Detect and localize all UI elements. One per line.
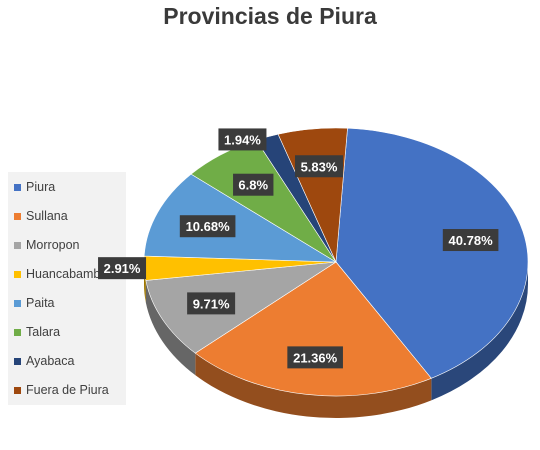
legend-item-sullana: Sullana xyxy=(14,209,68,223)
legend-item-huancabamba: Huancabamba xyxy=(14,267,107,281)
legend-label-morropon: Morropon xyxy=(26,238,80,252)
data-label-text: 5.83% xyxy=(301,159,338,174)
legend-item-morropon: Morropon xyxy=(14,238,80,252)
data-label-text: 9.71% xyxy=(193,296,230,311)
data-label-huancabamba: 2.91% xyxy=(98,257,147,280)
legend-item-paita: Paita xyxy=(14,296,55,310)
legend-item-piura: Piura xyxy=(14,180,55,194)
legend-item-ayabaca: Ayabaca xyxy=(14,354,74,368)
pie-slices xyxy=(143,127,529,397)
data-label-text: 6.8% xyxy=(238,178,268,193)
chart-legend: Piura Sullana Morropon Huancabamba Paita… xyxy=(8,172,126,405)
data-label-paita: 10.68% xyxy=(179,215,236,238)
data-label-text: 21.36% xyxy=(293,350,338,365)
legend-label-piura: Piura xyxy=(26,180,56,194)
data-label-box xyxy=(218,128,267,151)
pie-slice-paita xyxy=(143,173,338,263)
data-label-box xyxy=(442,229,499,252)
legend-swatch-sullana xyxy=(14,212,21,220)
legend-swatch-piura xyxy=(14,183,21,191)
legend-label-talara: Talara xyxy=(26,325,61,339)
data-label-talara: 6.8% xyxy=(233,173,274,196)
pie-side-sullana xyxy=(195,353,432,419)
legend-label-ayabaca: Ayabaca xyxy=(26,354,75,368)
data-label-box xyxy=(233,173,274,196)
pie-slice-morropon xyxy=(145,261,337,354)
legend-swatch-morropon xyxy=(14,241,21,249)
data-label-text: 10.68% xyxy=(186,219,231,234)
pie-slice-sullana xyxy=(194,261,432,397)
data-label-fuera-de-piura: 5.83% xyxy=(295,155,344,178)
legend-label-fuera-de-piura: Fuera de Piura xyxy=(26,383,109,397)
pie-side-morropon xyxy=(145,280,196,376)
legend-swatch-huancabamba xyxy=(14,270,21,278)
legend-swatch-fuera-de-piura xyxy=(14,386,21,394)
data-label-text: 2.91% xyxy=(104,261,141,276)
chart-title: Provincias de Piura xyxy=(163,3,377,29)
legend-swatch-paita xyxy=(14,299,21,307)
legend-label-huancabamba: Huancabamba xyxy=(26,267,108,281)
legend-item-talara: Talara xyxy=(14,325,60,339)
pie-slice-piura xyxy=(335,127,529,379)
data-label-piura: 40.78% xyxy=(442,229,499,252)
pie-data-labels: 40.78% 21.36% 9.71% 2.91% 10.68% 6.8% 1.94% 5.8… xyxy=(98,128,499,369)
legend-swatch-talara xyxy=(14,328,21,336)
legend-label-sullana: Sullana xyxy=(26,209,68,223)
data-label-box xyxy=(187,292,236,315)
data-label-ayabaca: 1.94% xyxy=(218,128,267,151)
data-label-text: 1.94% xyxy=(224,132,261,147)
data-label-text: 40.78% xyxy=(449,233,494,248)
data-label-sullana: 21.36% xyxy=(287,346,343,369)
legend-label-paita: Paita xyxy=(26,296,55,310)
pie-side-piura xyxy=(431,262,528,401)
data-label-box xyxy=(295,155,344,178)
data-label-box xyxy=(287,346,343,369)
data-label-box xyxy=(179,215,236,238)
legend-swatch-ayabaca xyxy=(14,357,21,365)
legend-item-fuera-de-piura: Fuera de Piura xyxy=(14,383,109,397)
data-label-morropon: 9.71% xyxy=(187,292,236,315)
data-label-box xyxy=(98,257,147,280)
